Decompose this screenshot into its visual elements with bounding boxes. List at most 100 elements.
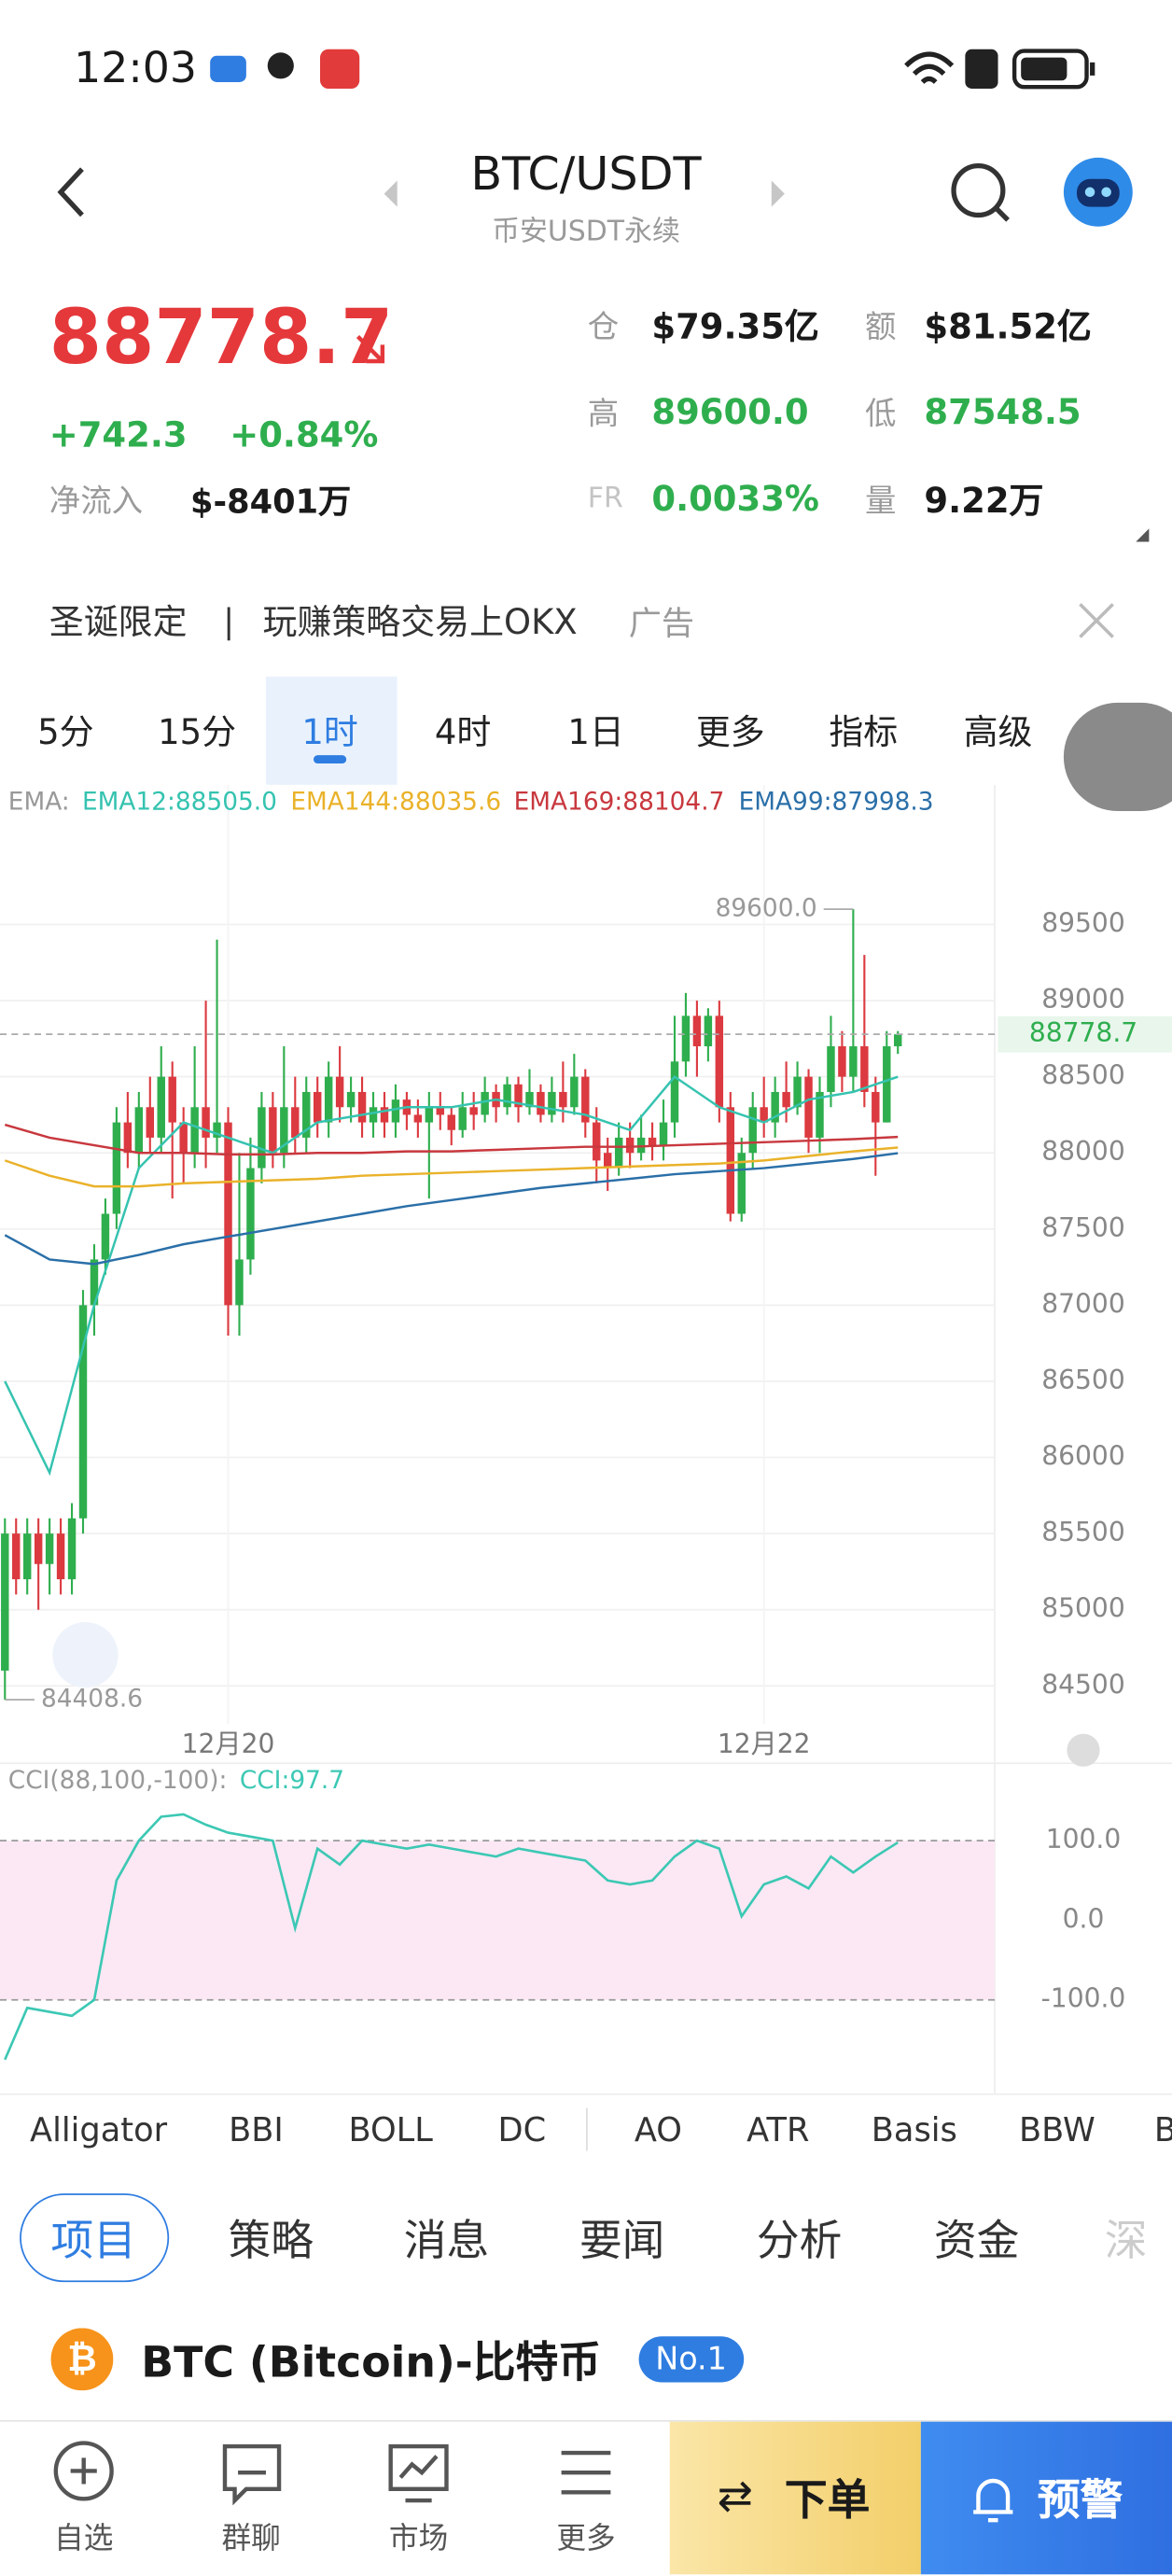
candle-body — [760, 1107, 768, 1123]
candle-body — [872, 1091, 880, 1123]
timeframe-tab[interactable]: 1时 — [301, 712, 358, 752]
candle-body — [816, 1091, 824, 1138]
stat-label: 仓 — [587, 309, 620, 346]
search-button[interactable] — [945, 158, 1017, 230]
candle-body — [246, 1168, 255, 1260]
indicator-option[interactable]: Alligator — [30, 2109, 168, 2149]
candle-body — [313, 1091, 322, 1123]
coin-icon: ₿ — [50, 2328, 114, 2391]
indicator-option[interactable]: BBW — [1018, 2109, 1095, 2149]
order-label[interactable]: 下单 — [784, 2476, 871, 2527]
candle-body — [715, 1015, 724, 1108]
expand-corner[interactable] — [1136, 528, 1152, 545]
nav-item[interactable]: 更多 — [556, 2521, 616, 2556]
banner-tag[interactable]: 圣诞限定 — [49, 602, 188, 642]
nav-item[interactable]: 群聊 — [221, 2521, 281, 2556]
candle-body — [603, 1153, 612, 1169]
candle-body — [335, 1076, 344, 1108]
candle-body — [101, 1213, 110, 1260]
timeframe-tab[interactable]: 指标 — [829, 712, 899, 752]
banner-ad: 广告 — [628, 603, 695, 643]
timeframe-tab[interactable]: 1日 — [567, 712, 624, 752]
candle-body — [593, 1122, 601, 1161]
drawing-tools-button[interactable] — [1063, 702, 1172, 811]
candle-body — [860, 1046, 869, 1092]
section-tab[interactable]: 分析 — [756, 2217, 843, 2267]
timeframe-tab[interactable]: 高级 — [963, 712, 1033, 752]
stat-label: FR — [587, 483, 623, 516]
candle-body — [737, 1153, 746, 1214]
candle-body — [269, 1107, 277, 1154]
order-button[interactable] — [669, 2421, 921, 2575]
section-tab[interactable]: 要闻 — [579, 2217, 665, 2267]
stat-label: 低 — [865, 396, 897, 433]
candle-body — [782, 1091, 790, 1108]
candle-body — [280, 1107, 288, 1154]
indicator-option[interactable]: B — [1154, 2109, 1172, 2149]
indicator-option[interactable]: Basis — [871, 2109, 957, 2149]
alert-button[interactable] — [920, 2421, 1172, 2575]
timeframe-tab[interactable]: 15分 — [158, 712, 237, 752]
timeframe-tab[interactable]: 4时 — [434, 712, 492, 752]
indicator-option[interactable]: BOLL — [348, 2109, 433, 2149]
fullscreen-button — [52, 1621, 119, 1688]
candle-body — [146, 1107, 155, 1138]
candle-body — [78, 1305, 88, 1519]
x-tick-label: 12月20 — [182, 1729, 275, 1759]
candle-body — [179, 1122, 188, 1154]
nav-item[interactable]: 自选 — [54, 2521, 114, 2556]
back-button[interactable] — [49, 164, 99, 220]
cci-line — [4, 1813, 899, 2061]
y-tick-label: 86000 — [1041, 1441, 1124, 1472]
trend-arrow — [356, 335, 385, 364]
nav-icons — [53, 2441, 611, 2506]
candle-body — [357, 1091, 367, 1123]
candle-body — [804, 1076, 813, 1138]
banner-divider: | — [223, 600, 235, 641]
candle-body — [692, 1015, 702, 1047]
banner-text[interactable]: 玩赚策略交易上OKX — [262, 602, 578, 642]
timeframe-tab[interactable]: 5分 — [37, 712, 94, 752]
active-timeframe-bg — [265, 676, 398, 785]
cci-value: CCI:97.7 — [240, 1767, 344, 1795]
alert-icon — [973, 2478, 1013, 2523]
section-tab[interactable]: 深 — [1104, 2217, 1148, 2267]
candle-body — [67, 1518, 77, 1580]
stat-value: 87548.5 — [924, 392, 1081, 432]
indicator-option[interactable]: BBI — [229, 2109, 284, 2149]
indicator-option[interactable]: DC — [497, 2109, 547, 2149]
y-tick-label: 85500 — [1041, 1517, 1124, 1547]
candle-body — [849, 1046, 858, 1077]
candle-body — [726, 1107, 735, 1214]
order-icon: ⇄ — [717, 2472, 754, 2522]
candle-body — [827, 1046, 835, 1092]
candle-body — [838, 1046, 846, 1077]
svg-text:₿: ₿ — [67, 2338, 97, 2380]
candle-body — [413, 1114, 423, 1123]
change-pct: +0.84% — [230, 415, 379, 455]
banner-close[interactable] — [1077, 601, 1116, 640]
alert-label[interactable]: 预警 — [1037, 2476, 1123, 2527]
indicator-option[interactable]: ATR — [746, 2109, 810, 2149]
indicator-option[interactable]: AO — [634, 2109, 682, 2149]
candle-body — [458, 1107, 467, 1130]
timeframe-tab[interactable]: 更多 — [695, 712, 765, 752]
section-tab[interactable]: 资金 — [933, 2217, 1020, 2267]
divider — [0, 2093, 1172, 2095]
section-tab[interactable]: 消息 — [403, 2217, 490, 2267]
cci-label: CCI(88,100,-100): — [8, 1767, 228, 1795]
stat-label: 量 — [865, 483, 897, 520]
y-tick-label: 85000 — [1041, 1593, 1124, 1624]
candle-body — [469, 1107, 478, 1115]
assistant-avatar[interactable] — [1062, 156, 1134, 228]
section-tab[interactable]: 策略 — [228, 2217, 314, 2267]
nav-item[interactable]: 市场 — [388, 2521, 449, 2556]
candle-body — [168, 1076, 176, 1123]
candle-body — [514, 1084, 523, 1108]
candle-body — [447, 1114, 455, 1130]
candle-body — [22, 1533, 32, 1580]
pair-title[interactable]: BTC/USDT — [470, 147, 702, 202]
high-label: 89600.0 — [716, 895, 817, 923]
section-tab[interactable]: 项目 — [50, 2217, 137, 2267]
change: +742.3 — [49, 415, 188, 455]
